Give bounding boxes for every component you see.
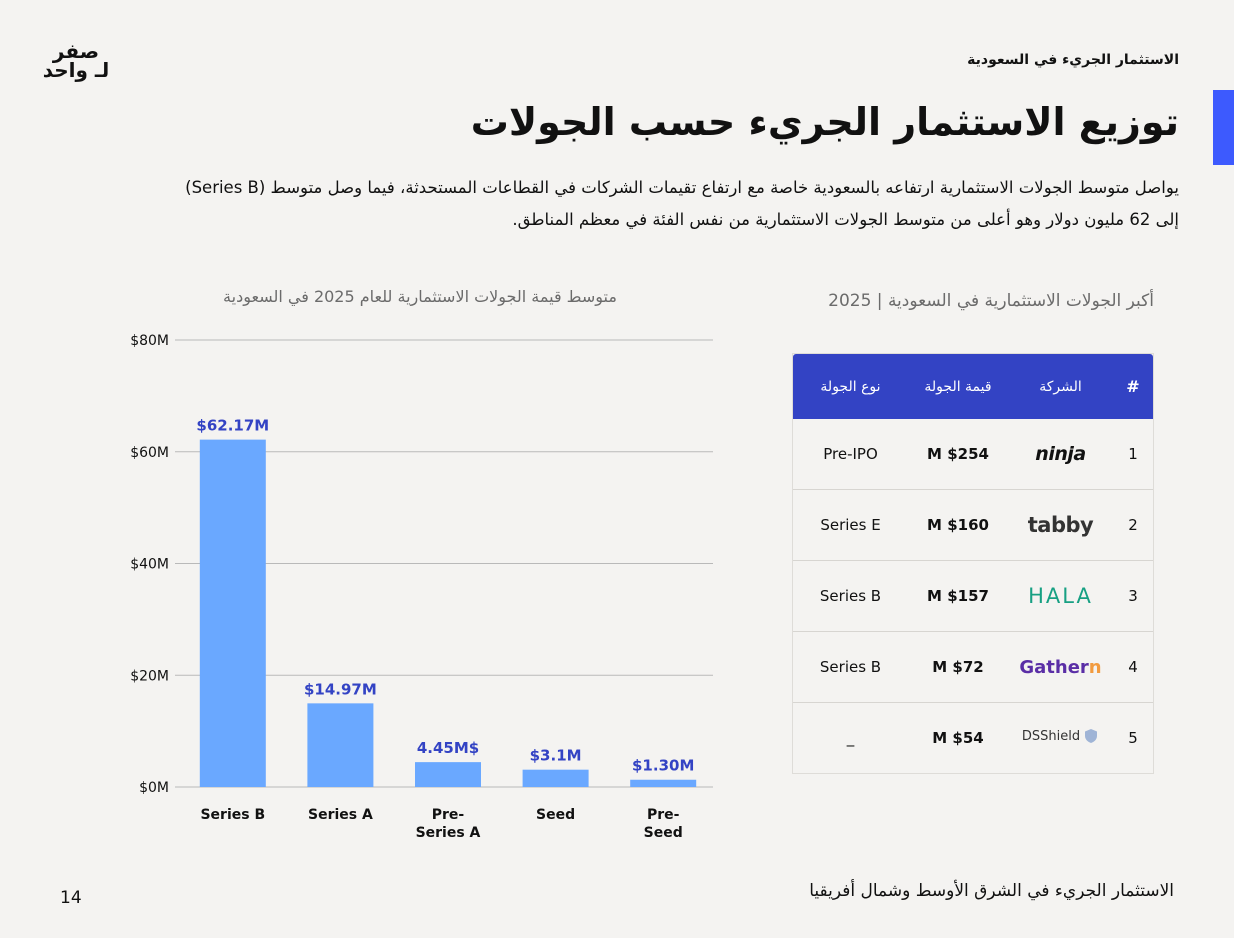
brand-logo-line1: صفر (52, 39, 100, 63)
bar-data-label: 4.45M$ (417, 739, 479, 757)
brand-logo-line2: لـ واحد (42, 58, 110, 82)
gathern-logo: Gathern (1019, 656, 1102, 678)
y-tick-label: $80M (130, 333, 169, 349)
largest-rounds-table: # الشركة قيمة الجولة نوع الجولة 1 ninja … (793, 354, 1153, 773)
x-category-label: Pre- (432, 807, 465, 823)
amount-cell: $54 M (932, 729, 984, 747)
footer-text: الاستثمار الجريء في الشرق الأوسط وشمال أ… (809, 881, 1174, 901)
rank-cell: 5 (1128, 729, 1138, 747)
round-type-cell: Series B (793, 631, 908, 703)
company-logo-cell: Gathern (1008, 631, 1113, 703)
bar (630, 779, 697, 787)
shield-icon (1085, 729, 1098, 743)
table-row: 1 ninja $254 M Pre-IPO (793, 419, 1153, 490)
amount-cell: $254 M (908, 419, 1008, 490)
dsshield-logo-text: DSShield (1021, 728, 1081, 744)
bar (307, 703, 374, 787)
bar-data-label: $14.97M (304, 680, 377, 698)
rank-cell: 1 (1113, 419, 1153, 490)
round-type-cell: Series E (793, 489, 908, 561)
round-type-cell: Series B (793, 560, 908, 632)
table-title: أكبر الجولات الاستثمارية في السعودية | 2… (828, 291, 1154, 311)
round-type-cell: Pre-IPO (793, 419, 908, 490)
amount-cell: $160 M (908, 489, 1008, 561)
header-label: الاستثمار الجريء في السعودية (967, 52, 1179, 68)
ninja-logo: ninja (1035, 443, 1086, 465)
x-category-label: Seed (536, 807, 575, 823)
company-logo-cell: tabby (1008, 489, 1113, 561)
page-number: 14 (60, 888, 82, 908)
bar-data-label: $62.17M (196, 417, 269, 435)
brand-logo: صفر لـ واحد (40, 39, 112, 82)
x-category-label: Series A (416, 825, 481, 841)
table-header-row: # الشركة قيمة الجولة نوع الجولة (793, 354, 1153, 419)
y-tick-label: $20M (130, 668, 169, 684)
bar-chart: $0M $20M $40M $60M $80M $62.17M $14.97M 4.45M$… (130, 333, 713, 841)
bar-data-label: $1.30M (632, 757, 694, 775)
chart-title: متوسط قيمة الجولات الاستثمارية للعام 202… (223, 287, 617, 306)
tabby-logo: tabby (1027, 513, 1094, 537)
accent-bar (1213, 90, 1234, 165)
y-tick-label: $0M (139, 780, 169, 796)
company-logo-cell: DSShield (1008, 703, 1113, 774)
table-row: 5 DSShield $54 M _ (793, 703, 1153, 774)
bar (199, 439, 266, 787)
dsshield-logo: DSShield (1022, 728, 1099, 744)
bar (522, 769, 589, 787)
round-type-cell: _ (846, 729, 855, 747)
y-tick-label: $40M (130, 557, 169, 573)
chart-y-ticks: $0M $20M $40M $60M $80M (130, 333, 169, 796)
rank-cell: 3 (1113, 560, 1153, 632)
header-round-type: نوع الجولة (793, 354, 908, 419)
chart-data-labels: $62.17M $14.97M 4.45M$ $3.1M $1.30M (196, 417, 694, 775)
rank-cell: 2 (1113, 489, 1153, 561)
table-row: 2 tabby $160 M Series E (793, 489, 1153, 561)
header-rank: # (1113, 354, 1153, 419)
chart-bars (199, 439, 697, 787)
chart-category-labels: Series B Series A Pre- Series A Seed Pre- Seed (200, 807, 682, 841)
table-row: 4 Gathern $72 M Series B (793, 631, 1153, 703)
bar-data-label: $3.1M (530, 747, 582, 765)
y-tick-label: $60M (130, 445, 169, 461)
gathern-logo-accent: n (1088, 656, 1102, 678)
table-row: 3 HALA $157 M Series B (793, 560, 1153, 632)
header-company: الشركة (1008, 354, 1113, 419)
company-logo-cell: HALA (1008, 560, 1113, 632)
page-subtitle: يواصل متوسط الجولات الاستثمارية ارتفاعه … (185, 178, 1179, 229)
company-logo-cell: ninja (1008, 419, 1113, 490)
x-category-label: Seed (644, 825, 683, 841)
x-category-label: Pre- (647, 807, 680, 823)
x-category-label: Series B (200, 807, 265, 823)
rank-cell: 4 (1113, 631, 1153, 703)
bar (415, 762, 481, 787)
header-amount: قيمة الجولة (908, 354, 1008, 419)
amount-cell: $157 M (908, 560, 1008, 632)
amount-cell: $72 M (908, 631, 1008, 703)
page-title: توزيع الاستثمار الجريء حسب الجولات (470, 100, 1180, 144)
hala-logo: HALA (1028, 584, 1093, 608)
x-category-label: Series A (308, 807, 373, 823)
